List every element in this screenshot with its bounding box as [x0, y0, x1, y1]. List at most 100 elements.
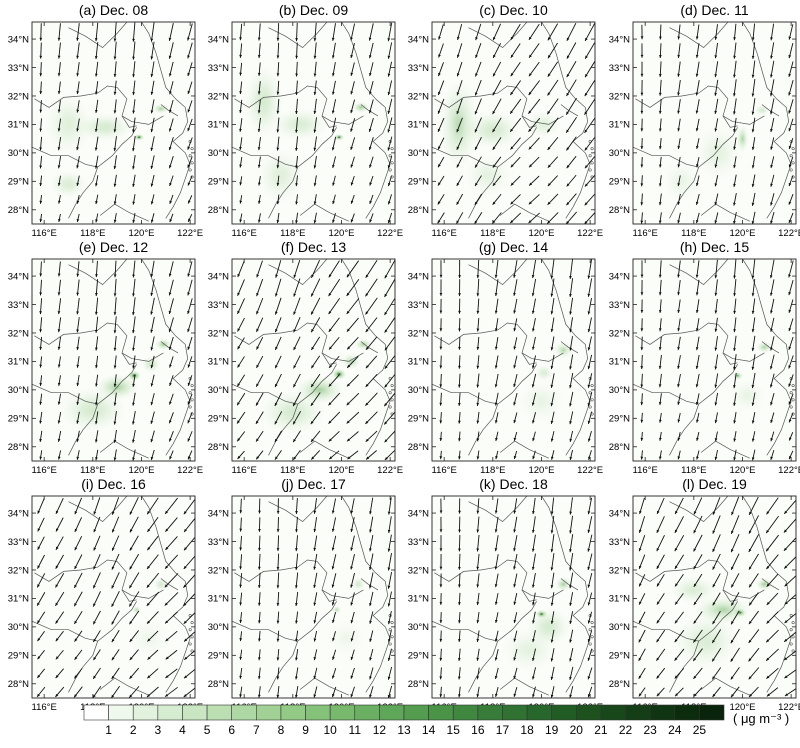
- map-background: [633, 22, 796, 224]
- panel-title: (k) Dec. 18: [479, 476, 548, 492]
- boundary-line: [68, 259, 128, 286]
- wind-arrowhead: [677, 384, 680, 388]
- island-outline: [388, 642, 392, 646]
- wind-arrowhead: [369, 602, 372, 607]
- wind-arrowhead: [257, 129, 261, 133]
- wind-arrowhead: [658, 128, 662, 132]
- wind-arrowhead: [693, 693, 697, 697]
- wind-arrowhead: [476, 529, 480, 533]
- island-outline: [188, 642, 192, 646]
- wind-arrowhead: [513, 437, 517, 441]
- wind-arrowhead: [350, 219, 354, 223]
- wind-arrowhead: [475, 182, 478, 187]
- wind-arrowhead: [528, 128, 532, 132]
- wind-arrowhead: [569, 275, 572, 279]
- wind-arrowhead: [550, 293, 554, 297]
- x-tick-label: 116°E: [232, 465, 257, 476]
- wind-arrowhead: [275, 346, 278, 350]
- wind-arrowhead: [788, 309, 792, 313]
- wind-arrow: [510, 23, 521, 41]
- colorbar-swatch: [428, 704, 454, 721]
- wind-arrowhead: [384, 347, 388, 351]
- boundary-line: [268, 496, 328, 523]
- wind-arrowhead: [587, 638, 591, 643]
- wind-arrowhead: [132, 274, 135, 278]
- wind-arrowhead: [293, 311, 296, 315]
- wind-arrowhead: [550, 456, 554, 460]
- wind-arrowhead: [693, 511, 697, 515]
- island-outline: [588, 168, 592, 172]
- wind-arrowhead: [329, 456, 333, 460]
- wind-arrowhead: [550, 530, 554, 534]
- wind-arrowhead: [677, 183, 681, 187]
- wind-arrowhead: [274, 438, 278, 443]
- wind-arrowhead: [57, 420, 61, 424]
- wind-arrowhead: [733, 385, 736, 389]
- wind-arrowhead: [76, 109, 80, 113]
- wind-arrowhead: [547, 129, 551, 133]
- colorbar-swatch: [206, 704, 232, 721]
- wind-arrowhead: [295, 147, 298, 151]
- wind-arrowhead: [350, 37, 353, 41]
- wind-arrowhead: [56, 528, 59, 532]
- wind-arrowhead: [332, 164, 335, 169]
- wind-arrowhead: [347, 456, 351, 460]
- concentration-patch: [662, 158, 702, 205]
- boundary-line: [560, 578, 579, 591]
- wind-arrowhead: [55, 565, 59, 569]
- wind-arrowhead: [165, 510, 169, 514]
- wind-arrowhead: [529, 54, 532, 58]
- island-outline: [388, 168, 392, 172]
- wind-arrowhead: [584, 147, 588, 151]
- wind-arrowhead: [751, 221, 755, 224]
- wind-arrow: [369, 23, 374, 41]
- wind-arrowhead: [293, 421, 296, 425]
- wind-arrowhead: [257, 657, 261, 661]
- wind-arrowhead: [293, 365, 297, 369]
- colorbar-label: 2: [130, 723, 137, 737]
- wind-arrowhead: [258, 547, 261, 551]
- map-panel: (e) Dec. 1228°N29°N30°N31°N32°N33°N34°N1…: [8, 239, 203, 476]
- wind-arrowhead: [55, 674, 59, 679]
- wind-arrowhead: [475, 54, 478, 59]
- wind-arrowhead: [456, 92, 460, 96]
- y-tick-label: 28°N: [8, 205, 29, 216]
- wind-arrowhead: [640, 328, 644, 332]
- wind-arrowhead: [531, 275, 535, 279]
- y-tick-label: 32°N: [609, 328, 630, 339]
- y-tick-label: 32°N: [208, 565, 229, 576]
- wind-arrowhead: [55, 602, 59, 606]
- wind-arrowhead: [494, 402, 498, 406]
- wind-arrowhead: [74, 694, 78, 698]
- wind-arrowhead: [584, 220, 588, 224]
- wind-arrowhead: [640, 310, 644, 313]
- y-tick-label: 34°N: [609, 271, 630, 282]
- wind-arrow: [712, 553, 721, 570]
- wind-arrowhead: [675, 510, 678, 515]
- wind-arrowhead: [168, 310, 172, 315]
- wind-arrow: [584, 79, 595, 97]
- wind-arrowhead: [569, 421, 572, 425]
- wind-arrowhead: [510, 110, 513, 114]
- wind-arrowhead: [169, 456, 172, 460]
- x-tick-label: 122°E: [778, 465, 800, 476]
- wind-arrowhead: [74, 675, 78, 679]
- wind-arrowhead: [638, 620, 642, 624]
- wind-arrowhead: [439, 365, 443, 369]
- island-outline: [390, 635, 394, 639]
- wind-arrowhead: [169, 109, 172, 113]
- wind-arrowhead: [275, 329, 278, 333]
- wind-arrowhead: [387, 603, 391, 607]
- wind-arrowhead: [640, 292, 644, 296]
- wind-arrowhead: [346, 292, 350, 296]
- wind-arrowhead: [677, 54, 681, 58]
- wind-arrowhead: [111, 638, 115, 643]
- colorbar-swatch: [551, 704, 577, 721]
- wind-arrowhead: [328, 438, 332, 442]
- map-panel: (j) Dec. 1728°N29°N30°N31°N32°N33°N34°N1…: [208, 476, 403, 713]
- wind-arrowhead: [346, 402, 350, 406]
- wind-arrowhead: [640, 419, 644, 423]
- wind-arrow: [551, 553, 555, 571]
- wind-arrow: [693, 497, 703, 515]
- wind-arrowhead: [547, 55, 551, 59]
